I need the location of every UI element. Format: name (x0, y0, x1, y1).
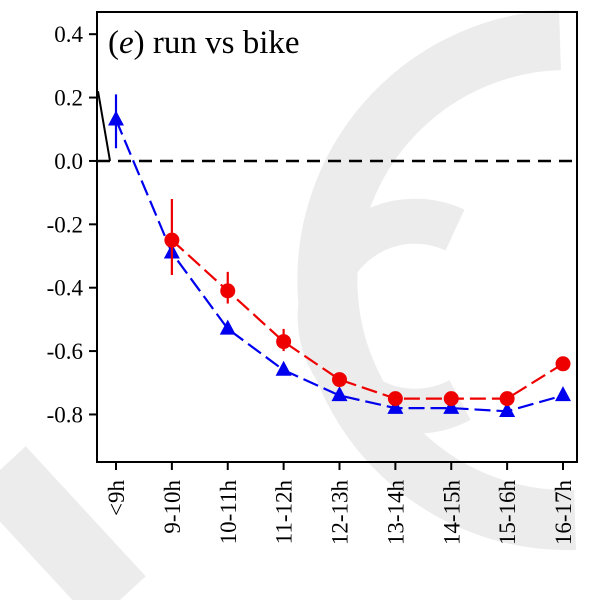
blue-triangle-point (219, 319, 236, 335)
blue-triangle-point (443, 398, 460, 414)
x-tick-label: 11-12h (272, 480, 297, 545)
blue-triangle-point (108, 110, 124, 126)
chart-title-text: run vs bike (153, 25, 300, 61)
red-circle-point (555, 356, 571, 372)
red-circle-point (499, 391, 515, 407)
blue-triangle-point (331, 386, 348, 402)
x-tick-label: 14-15h (439, 480, 464, 546)
blue-triangle-point (555, 386, 571, 402)
y-tick-label: -0.6 (47, 339, 83, 364)
y-tick-label: -0.8 (47, 402, 83, 427)
blue-triangle-point (499, 401, 516, 417)
y-tick-label: -0.2 (47, 212, 83, 237)
plot-area (97, 91, 577, 417)
y-tick-label: 0.0 (54, 149, 83, 174)
x-tick-label: 15-16h (495, 480, 520, 546)
y-tick-label: -0.4 (47, 276, 84, 301)
x-tick-label: 10-11h (216, 480, 241, 545)
red-circle-point (276, 334, 292, 350)
chart-title: (e) run vs bike (108, 25, 300, 61)
y-tick-label: 0.2 (54, 86, 83, 111)
red-series-line (171, 239, 564, 400)
red-circle-point (164, 232, 180, 248)
x-tick-label: 13-14h (383, 480, 408, 546)
x-tick-label: 12-13h (328, 480, 353, 546)
plot-frame (96, 11, 578, 463)
y-axis: 0.4 0.2 0.0 -0.2 -0.4 -0.6 -0.8 (47, 22, 97, 427)
red-circle-point (220, 283, 236, 299)
blue-triangle-point (275, 360, 292, 376)
red-circle-point (443, 391, 459, 407)
blue-triangle-point (387, 398, 404, 414)
red-circle-point (387, 391, 403, 407)
black-trend-segment (97, 91, 111, 162)
x-tick-label: <9h (104, 480, 129, 516)
blue-series-line (114, 119, 564, 413)
panel-label: e (119, 25, 134, 61)
x-tick-label: 16-17h (551, 480, 576, 546)
x-axis: <9h 9-10h 10-11h 11-12h 12-13h 13-14h 14-15h 15… (104, 462, 576, 545)
red-circle-point (332, 372, 347, 388)
y-tick-label: 0.4 (54, 22, 83, 47)
x-tick-label: 9-10h (160, 480, 185, 534)
